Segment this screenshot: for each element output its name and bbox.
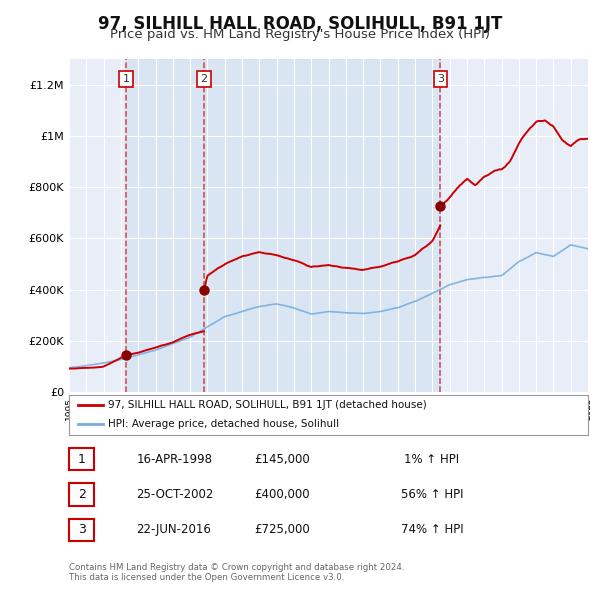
Text: HPI: Average price, detached house, Solihull: HPI: Average price, detached house, Soli… [108,419,339,429]
Text: Price paid vs. HM Land Registry's House Price Index (HPI): Price paid vs. HM Land Registry's House … [110,28,490,41]
Text: 97, SILHILL HALL ROAD, SOLIHULL, B91 1JT: 97, SILHILL HALL ROAD, SOLIHULL, B91 1JT [98,15,502,33]
Text: 2: 2 [200,74,208,84]
Text: 2: 2 [77,488,86,501]
Text: £145,000: £145,000 [254,453,310,466]
Bar [126,59,204,392]
Text: 56% ↑ HPI: 56% ↑ HPI [401,488,463,501]
Text: 25-OCT-2002: 25-OCT-2002 [136,488,214,501]
Text: 1% ↑ HPI: 1% ↑ HPI [404,453,460,466]
Text: Contains HM Land Registry data © Crown copyright and database right 2024.
This d: Contains HM Land Registry data © Crown c… [69,563,404,582]
Bar [204,59,440,392]
Text: 22-JUN-2016: 22-JUN-2016 [136,523,211,536]
Text: 1: 1 [77,453,86,466]
Text: 97, SILHILL HALL ROAD, SOLIHULL, B91 1JT (detached house): 97, SILHILL HALL ROAD, SOLIHULL, B91 1JT… [108,401,427,410]
Text: 1: 1 [122,74,130,84]
Text: £400,000: £400,000 [254,488,310,501]
Text: £725,000: £725,000 [254,523,310,536]
Text: 74% ↑ HPI: 74% ↑ HPI [401,523,463,536]
Text: 3: 3 [77,523,86,536]
Text: 3: 3 [437,74,444,84]
Text: 16-APR-1998: 16-APR-1998 [136,453,212,466]
